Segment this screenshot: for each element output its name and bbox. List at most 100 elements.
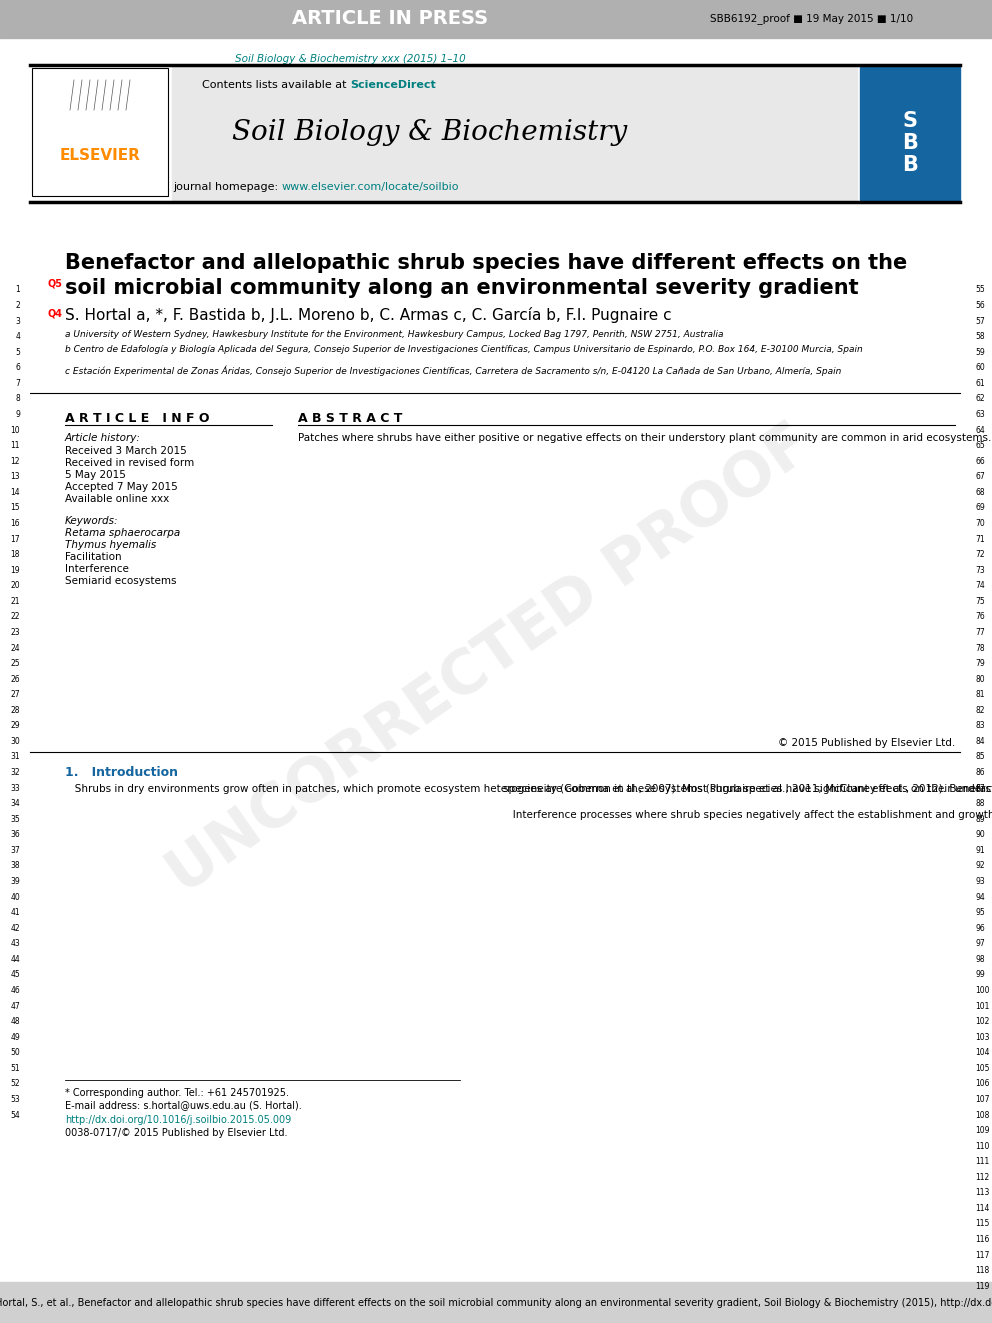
Text: 79: 79 (975, 659, 985, 668)
Text: 48: 48 (10, 1017, 20, 1027)
Text: ARTICLE IN PRESS: ARTICLE IN PRESS (292, 9, 488, 29)
Text: 89: 89 (975, 815, 985, 824)
Text: 21: 21 (11, 597, 20, 606)
Text: 58: 58 (975, 332, 985, 341)
Text: journal homepage:: journal homepage: (174, 183, 282, 192)
Text: 77: 77 (975, 628, 985, 636)
Text: 64: 64 (975, 426, 985, 434)
Bar (860, 66, 960, 200)
Text: c Estación Experimental de Zonas Áridas, Consejo Superior de Investigaciones Cie: c Estación Experimental de Zonas Áridas,… (65, 365, 841, 376)
Text: S. Hortal a, *, F. Bastida b, J.L. Moreno b, C. Armas c, C. García b, F.I. Pugna: S. Hortal a, *, F. Bastida b, J.L. Moren… (65, 307, 672, 323)
Text: http://dx.doi.org/10.1016/j.soilbio.2015.05.009: http://dx.doi.org/10.1016/j.soilbio.2015… (65, 1115, 292, 1125)
Text: www.elsevier.com/locate/soilbio: www.elsevier.com/locate/soilbio (282, 183, 459, 192)
Text: 7: 7 (15, 378, 20, 388)
Text: 103: 103 (975, 1033, 989, 1041)
Text: 35: 35 (10, 815, 20, 824)
Text: 40: 40 (10, 893, 20, 901)
Text: E-mail address: s.hortal@uws.edu.au (S. Hortal).: E-mail address: s.hortal@uws.edu.au (S. … (65, 1099, 302, 1110)
Text: 63: 63 (975, 410, 985, 419)
Text: 42: 42 (10, 923, 20, 933)
Text: 62: 62 (975, 394, 985, 404)
Text: 96: 96 (975, 923, 985, 933)
Text: 109: 109 (975, 1126, 989, 1135)
Text: 53: 53 (10, 1095, 20, 1103)
Text: 27: 27 (10, 691, 20, 700)
Text: 0038-0717/© 2015 Published by Elsevier Ltd.: 0038-0717/© 2015 Published by Elsevier L… (65, 1129, 288, 1138)
Text: © 2015 Published by Elsevier Ltd.: © 2015 Published by Elsevier Ltd. (778, 738, 955, 747)
Text: 28: 28 (11, 705, 20, 714)
Text: species are common in these systems (Pugnaire et al., 2011; McCluney et al., 201: species are common in these systems (Pug… (503, 785, 992, 820)
Text: 86: 86 (975, 769, 985, 777)
Text: Q4: Q4 (47, 310, 62, 319)
Bar (0, 1282, 992, 1323)
Text: 87: 87 (975, 783, 985, 792)
Text: Received in revised form: Received in revised form (65, 458, 194, 468)
Text: 25: 25 (10, 659, 20, 668)
Text: 74: 74 (975, 581, 985, 590)
Text: 67: 67 (975, 472, 985, 482)
Text: 50: 50 (10, 1048, 20, 1057)
Text: 78: 78 (975, 643, 985, 652)
Text: 95: 95 (975, 908, 985, 917)
Text: 12: 12 (11, 456, 20, 466)
Text: ScienceDirect: ScienceDirect (350, 79, 435, 90)
Bar (0, 0, 992, 38)
Text: 1.   Introduction: 1. Introduction (65, 766, 178, 779)
Text: 44: 44 (10, 955, 20, 964)
Text: 18: 18 (11, 550, 20, 560)
Text: 26: 26 (10, 675, 20, 684)
Text: 85: 85 (975, 753, 985, 762)
Text: 117: 117 (975, 1250, 989, 1259)
Text: 72: 72 (975, 550, 985, 560)
Text: 70: 70 (975, 519, 985, 528)
Text: 80: 80 (975, 675, 985, 684)
Text: Contents lists available at: Contents lists available at (202, 79, 350, 90)
Text: soil microbial community along an environmental severity gradient: soil microbial community along an enviro… (65, 278, 859, 298)
Text: 30: 30 (10, 737, 20, 746)
Text: 82: 82 (975, 705, 984, 714)
Text: ELSEVIER: ELSEVIER (60, 147, 141, 163)
Text: 5: 5 (15, 348, 20, 357)
Text: 68: 68 (975, 488, 985, 497)
Text: 105: 105 (975, 1064, 989, 1073)
Text: 52: 52 (10, 1080, 20, 1089)
Text: 34: 34 (10, 799, 20, 808)
Text: 93: 93 (975, 877, 985, 886)
Text: 59: 59 (975, 348, 985, 357)
Text: 32: 32 (10, 769, 20, 777)
Text: 11: 11 (11, 441, 20, 450)
Text: 106: 106 (975, 1080, 989, 1089)
Text: Thymus hyemalis: Thymus hyemalis (65, 540, 157, 550)
Text: 10: 10 (10, 426, 20, 434)
Text: a University of Western Sydney, Hawkesbury Institute for the Environment, Hawkes: a University of Western Sydney, Hawkesbu… (65, 329, 723, 339)
Text: 9: 9 (15, 410, 20, 419)
Text: 41: 41 (10, 908, 20, 917)
Text: 112: 112 (975, 1172, 989, 1181)
Text: UNCORRECTED PROOF: UNCORRECTED PROOF (157, 414, 823, 905)
Text: Semiarid ecosystems: Semiarid ecosystems (65, 576, 177, 586)
Text: 15: 15 (10, 504, 20, 512)
Text: 57: 57 (975, 316, 985, 325)
Text: Patches where shrubs have either positive or negative effects on their understor: Patches where shrubs have either positiv… (298, 433, 992, 443)
Text: Available online xxx: Available online xxx (65, 493, 170, 504)
Text: 98: 98 (975, 955, 985, 964)
Text: * Corresponding author. Tel.: +61 245701925.: * Corresponding author. Tel.: +61 245701… (65, 1088, 289, 1098)
Text: 73: 73 (975, 566, 985, 574)
Text: 101: 101 (975, 1002, 989, 1011)
Text: 110: 110 (975, 1142, 989, 1151)
Text: 119: 119 (975, 1282, 989, 1291)
Text: 23: 23 (10, 628, 20, 636)
Text: 4: 4 (15, 332, 20, 341)
Text: 94: 94 (975, 893, 985, 901)
Text: Please cite this article in press as: Hortal, S., et al., Benefactor and allelop: Please cite this article in press as: Ho… (0, 1298, 992, 1307)
Text: 76: 76 (975, 613, 985, 622)
Text: 17: 17 (10, 534, 20, 544)
Text: 116: 116 (975, 1236, 989, 1244)
Text: Accepted 7 May 2015: Accepted 7 May 2015 (65, 482, 178, 492)
Text: 60: 60 (975, 364, 985, 372)
Text: 31: 31 (10, 753, 20, 762)
Text: 102: 102 (975, 1017, 989, 1027)
Text: 13: 13 (10, 472, 20, 482)
Text: 20: 20 (10, 581, 20, 590)
Text: Article history:: Article history: (65, 433, 141, 443)
